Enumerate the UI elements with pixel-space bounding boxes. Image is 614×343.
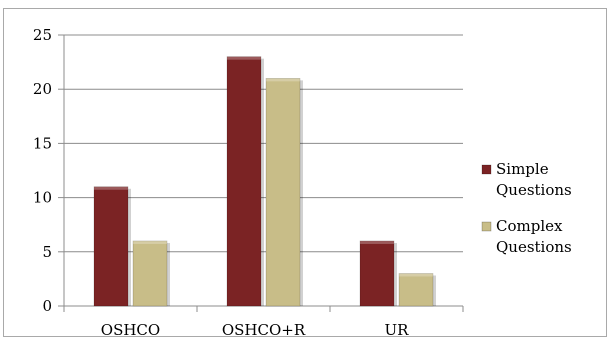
y-tick-label: 25 — [33, 26, 52, 44]
legend-label: Complex — [496, 217, 563, 235]
legend-label: Questions — [496, 181, 572, 199]
y-tick-label: 0 — [42, 297, 52, 315]
bar-highlight — [227, 56, 261, 60]
bar-simple-questions-ur — [359, 240, 395, 307]
x-category-label: OSHCO — [101, 321, 160, 338]
gridlines — [64, 34, 463, 253]
legend-label: Simple — [496, 160, 549, 178]
bar-complex-questions-ur — [398, 273, 434, 307]
x-category-labels: OSHCO OSHCO+R UR — [101, 321, 409, 338]
x-category-label: UR — [385, 321, 410, 338]
bar-simple-questions-oshco-r — [226, 56, 262, 307]
bars — [93, 56, 436, 307]
x-category-label: OSHCO+R — [222, 321, 306, 338]
legend: Simple Questions Complex Questions — [481, 160, 572, 256]
bar-simple-questions-oshco — [93, 186, 129, 307]
y-tick-labels: 0 5 10 15 20 25 — [33, 26, 52, 315]
y-tick-label: 20 — [33, 80, 52, 98]
bar-complex-questions-oshco — [132, 240, 168, 307]
legend-swatch-complex-questions — [481, 221, 492, 232]
axes — [58, 34, 464, 312]
bar-chart: 0 5 10 15 20 25 OSHCO OSHCO+R UR Simple Question… — [33, 26, 572, 338]
y-tick-label: 10 — [33, 189, 52, 207]
bar-highlight — [266, 78, 300, 82]
bar-highlight — [133, 240, 167, 244]
y-tick-label: 15 — [33, 134, 52, 152]
y-tick-label: 5 — [42, 243, 52, 261]
bar-complex-questions-oshco-r — [265, 78, 301, 307]
chart-frame: 0 5 10 15 20 25 OSHCO OSHCO+R UR Simple Question… — [3, 8, 607, 338]
legend-label: Questions — [496, 238, 572, 256]
bar-highlight — [399, 273, 433, 277]
bar-highlight — [360, 240, 394, 244]
legend-swatch-simple-questions — [481, 164, 492, 175]
bar-highlight — [94, 186, 128, 190]
